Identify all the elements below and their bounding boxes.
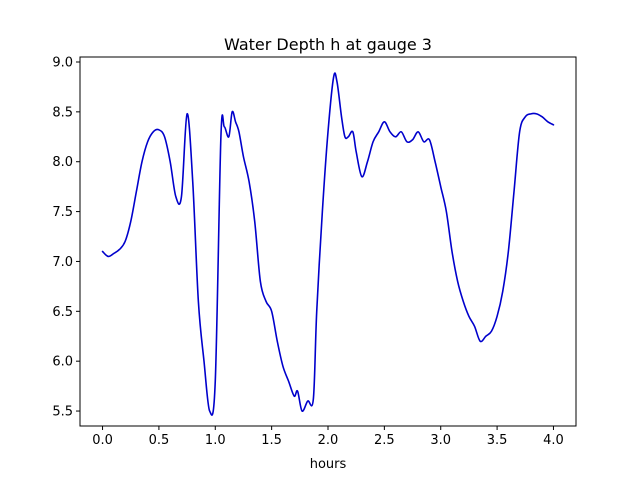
y-tick-label: 8.0 — [52, 155, 73, 170]
x-tick-label: 3.5 — [487, 433, 508, 448]
x-tick-label: 0.5 — [149, 433, 170, 448]
y-tick-label: 6.5 — [52, 305, 73, 320]
series-line — [101, 72, 555, 416]
y-tick-label: 9.0 — [52, 55, 73, 70]
x-tick-label: 0.0 — [92, 433, 113, 448]
x-tick-label: 3.0 — [430, 433, 451, 448]
x-tick-label: 1.0 — [205, 433, 226, 448]
x-tick-label: 2.5 — [374, 433, 395, 448]
y-tick-label: 5.5 — [52, 405, 73, 420]
y-axis: 5.5 6.0 6.5 7.0 7.5 8.0 8.5 9.0 — [52, 55, 80, 420]
y-tick-label: 7.5 — [52, 205, 73, 220]
plot-area-frame — [79, 56, 577, 427]
chart-title: Water Depth h at gauge 3 — [224, 35, 432, 54]
x-tick-label: 2.0 — [318, 433, 339, 448]
y-tick-label: 6.0 — [52, 355, 73, 370]
x-tick-label: 1.5 — [261, 433, 282, 448]
x-axis-label: hours — [310, 457, 347, 472]
y-tick-label: 8.5 — [52, 105, 73, 120]
y-tick-label: 7.0 — [52, 255, 73, 270]
x-axis: 0.0 0.5 1.0 1.5 2.0 2.5 3.0 3.5 4.0 — [92, 426, 564, 448]
x-tick-label: 4.0 — [543, 433, 564, 448]
